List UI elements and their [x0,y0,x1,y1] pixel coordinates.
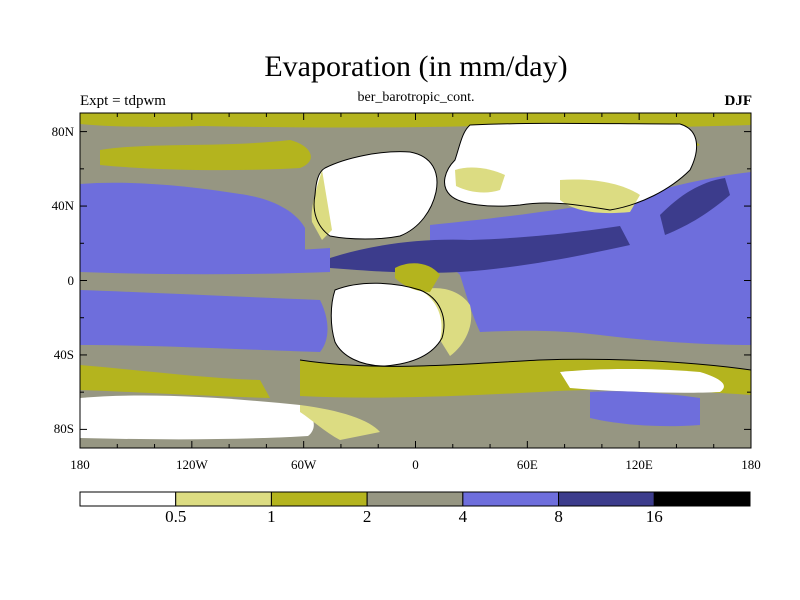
lat-tick-label: 40S [53,346,74,362]
field-antarctic-coast-yellow [300,405,380,440]
lon-tick-label: 180 [70,457,90,472]
lon-tick-label: 60E [516,457,538,472]
field-north-olive [100,140,311,171]
field-south-pacific-blue [80,290,328,352]
colorbar-swatch [462,491,560,507]
field-asia-yellow [560,179,640,214]
field-gondwana-land [331,283,444,366]
field-eurasia-land [444,123,697,210]
field-equatorial-olive [395,263,440,292]
coastline-antarctica [299,358,751,371]
colorbar-swatch [558,491,655,507]
lon-tick-label: 180 [741,457,761,472]
evaporation-field [80,113,751,448]
experiment-label: Expt = tdpwm [80,93,166,109]
colorbar-label: 16 [645,507,663,526]
coastline-north-america [313,151,438,240]
colorbar-label: 0.5 [165,507,187,526]
field-europe-yellow [455,167,505,193]
colorbar-swatch [175,491,272,507]
field-southwest-olive [80,365,270,398]
field-north-pacific-blue [80,182,305,262]
coastline-eurasia [444,122,698,211]
field-north-america-land [314,151,437,239]
colorbar-swatch [653,491,751,507]
map-title: Evaporation (in mm/day) [264,50,568,83]
field-equatorial-blue [80,248,330,275]
colorbar [79,491,751,507]
field-southern-blue [590,391,700,427]
lat-tick-label: 80N [51,123,74,139]
field-antarctica-east [560,369,724,393]
coastline-gondwana [330,282,445,367]
colorbar-label: 8 [554,507,563,526]
axis-ticks [79,113,752,448]
lat-tick-label: 0 [67,272,75,288]
field-africa-yellow [420,288,472,356]
lat-tick-label: 40N [51,198,74,214]
field-antarctica-west [80,395,314,440]
experiment-name: ber_barotropic_cont. [357,90,475,105]
colorbar-swatch [270,491,368,507]
lon-tick-label: 120E [625,457,653,472]
field-tethys-darkblue [330,226,630,273]
colorbar-swatch [366,491,464,507]
colorbar-label: 1 [267,507,276,526]
colorbar-label: 4 [458,507,468,526]
lon-tick-label: 120W [175,457,208,472]
lon-tick-label: 60W [291,457,317,472]
colorbar-label: 2 [362,507,372,526]
season-label: DJF [724,93,753,109]
lat-tick-label: 80S [53,421,74,437]
colorbar-swatch [79,491,177,507]
field-na-coast-yellow [311,170,332,240]
field-nw-pacific-darkblue [660,178,730,235]
lon-tick-label: 0 [412,457,419,472]
